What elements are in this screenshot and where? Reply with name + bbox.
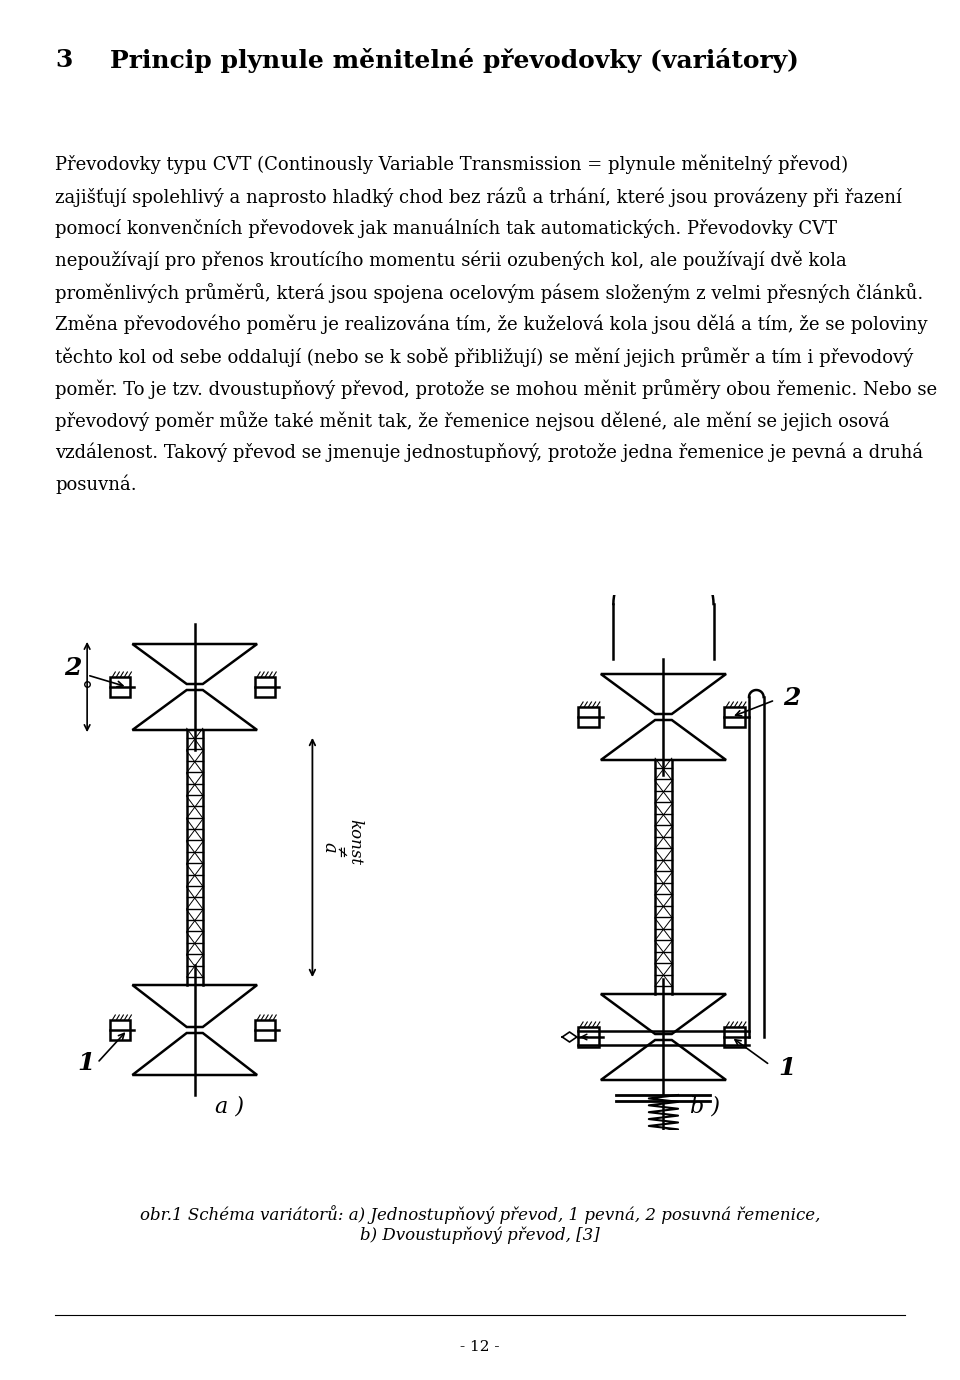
Text: zajišťují spolehlivý a naprosto hladký chod bez rázů a trhání, které jsou prováz: zajišťují spolehlivý a naprosto hladký c… — [55, 188, 901, 207]
Text: obr.1 Schéma variátorů: a) Jednostupňový převod, 1 pevná, 2 posuvná řemenice,: obr.1 Schéma variátorů: a) Jednostupňový… — [140, 1205, 820, 1224]
Text: poměr. To je tzv. dvoustupňový převod, protože se mohou měnit průměry obou řemen: poměr. To je tzv. dvoustupňový převod, p… — [55, 380, 937, 399]
Text: Změna převodového poměru je realizována tím, že kuželová kola jsou dělá a tím, ž: Změna převodového poměru je realizována … — [55, 315, 927, 334]
Bar — [580, 1134, 747, 1155]
Text: pomocí konvenčních převodovek jak manuálních tak automatických. Převodovky CVT: pomocí konvenčních převodovek jak manuál… — [55, 219, 837, 239]
Text: a ): a ) — [215, 1094, 244, 1116]
Bar — [110, 678, 131, 697]
Bar — [110, 1020, 131, 1041]
Text: 3: 3 — [55, 48, 72, 72]
Text: posuvná.: posuvná. — [55, 475, 136, 494]
Bar — [255, 1020, 276, 1041]
Text: 2: 2 — [64, 656, 82, 680]
Text: proměnlivých průměrů, která jsou spojena ocelovým pásem složeným z velmi přesnýc: proměnlivých průměrů, která jsou spojena… — [55, 283, 924, 304]
Bar — [578, 1027, 599, 1047]
Bar — [724, 1027, 745, 1047]
Text: konst: konst — [347, 820, 364, 865]
Text: Převodovky typu CVT (Continously Variable Transmission = plynule měnitelný převo: Převodovky typu CVT (Continously Variabl… — [55, 155, 848, 174]
Text: 2: 2 — [783, 686, 801, 709]
Text: a: a — [321, 842, 339, 853]
Bar — [255, 678, 276, 697]
Text: - 12 -: - 12 - — [460, 1340, 500, 1354]
Text: převodový poměr může také měnit tak, že řemenice nejsou dělené, ale mění se jeji: převodový poměr může také měnit tak, že … — [55, 411, 890, 431]
Text: těchto kol od sebe oddalují (nebo se k sobě přibližují) se mění jejich průměr a : těchto kol od sebe oddalují (nebo se k s… — [55, 346, 913, 367]
Bar — [578, 707, 599, 727]
Text: b) Dvoustupňový převod, [3]: b) Dvoustupňový převod, [3] — [360, 1227, 600, 1245]
Text: 1: 1 — [779, 1056, 796, 1081]
Bar — [724, 707, 745, 727]
Text: Princip plynule měnitelné převodovky (variátory): Princip plynule měnitelné převodovky (va… — [110, 48, 799, 73]
Text: ≠: ≠ — [332, 846, 347, 858]
Text: nepoužívají pro přenos kroutícího momentu sérii ozubených kol, ale používají dvě: nepoužívají pro přenos kroutícího moment… — [55, 251, 847, 270]
Text: b ): b ) — [689, 1094, 720, 1116]
Text: vzdálenost. Takový převod se jmenuje jednostupňový, protože jedna řemenice je pe: vzdálenost. Takový převod se jmenuje jed… — [55, 443, 924, 462]
Text: 1: 1 — [77, 1052, 94, 1075]
